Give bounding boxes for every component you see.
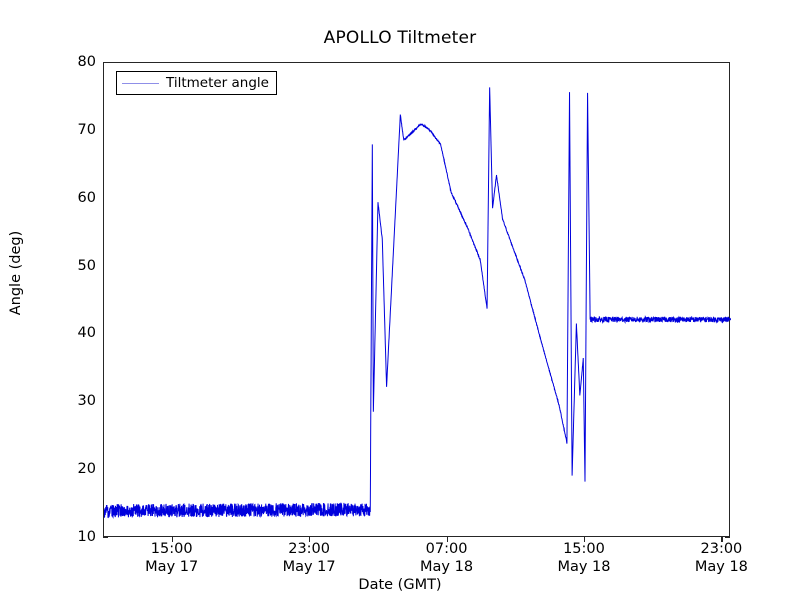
x-tick-label: 15:00 May 17 [112,541,232,576]
x-tick-mark [309,537,311,542]
x-tick-label-time: 23:00 [288,541,331,557]
x-tick-label: 15:00 May 18 [524,541,644,576]
plot-area: Tiltmeter angle [103,62,731,537]
x-tick-label: 23:00 May 18 [661,541,781,576]
legend-label-tiltmeter-angle: Tiltmeter angle [166,75,269,91]
y-axis-tick-labels: 10 20 30 40 50 60 70 80 [50,0,96,600]
chart-title: APOLLO Tiltmeter [323,28,477,48]
y-tick-label: 50 [77,257,96,274]
y-tick-label: 10 [77,529,96,545]
x-tick-mark [721,537,723,542]
legend-box: Tiltmeter angle [116,71,277,95]
x-tick-label-time: 15:00 [150,541,193,557]
y-axis-title: Angle (deg) [8,230,24,316]
y-tick-label: 70 [77,121,96,138]
x-tick-label-date: May 17 [282,558,336,575]
y-tick-mark-right [725,537,730,539]
x-tick-mark [583,537,586,542]
x-tick-mark [446,537,448,542]
y-tick-label: 30 [77,393,96,410]
x-tick-label-time: 15:00 [563,541,605,557]
x-tick-label-date: May 18 [420,558,474,575]
y-tick-label: 40 [77,325,96,342]
x-tick-label: 23:00 May 17 [249,541,369,576]
x-tick-label-date: May 18 [694,558,748,575]
y-tick-label: 60 [77,189,96,206]
x-tick-label: 07:00 May 18 [387,541,507,576]
x-tick-label-time: 07:00 [425,541,468,557]
legend-line-sample [122,82,159,84]
x-tick-label-date: May 18 [557,558,611,575]
y-tick-label: 20 [77,461,96,478]
y-tick-label: 80 [77,54,96,70]
y-tick-mark [103,537,108,539]
series-path-tiltmeter-angle [104,87,731,519]
data-line-tiltmeter-angle [104,87,731,519]
x-tick-label-time: 23:00 [700,541,743,557]
x-axis-title: Date (GMT) [358,577,442,593]
x-tick-label-date: May 17 [145,558,199,575]
x-tick-mark [171,537,173,542]
